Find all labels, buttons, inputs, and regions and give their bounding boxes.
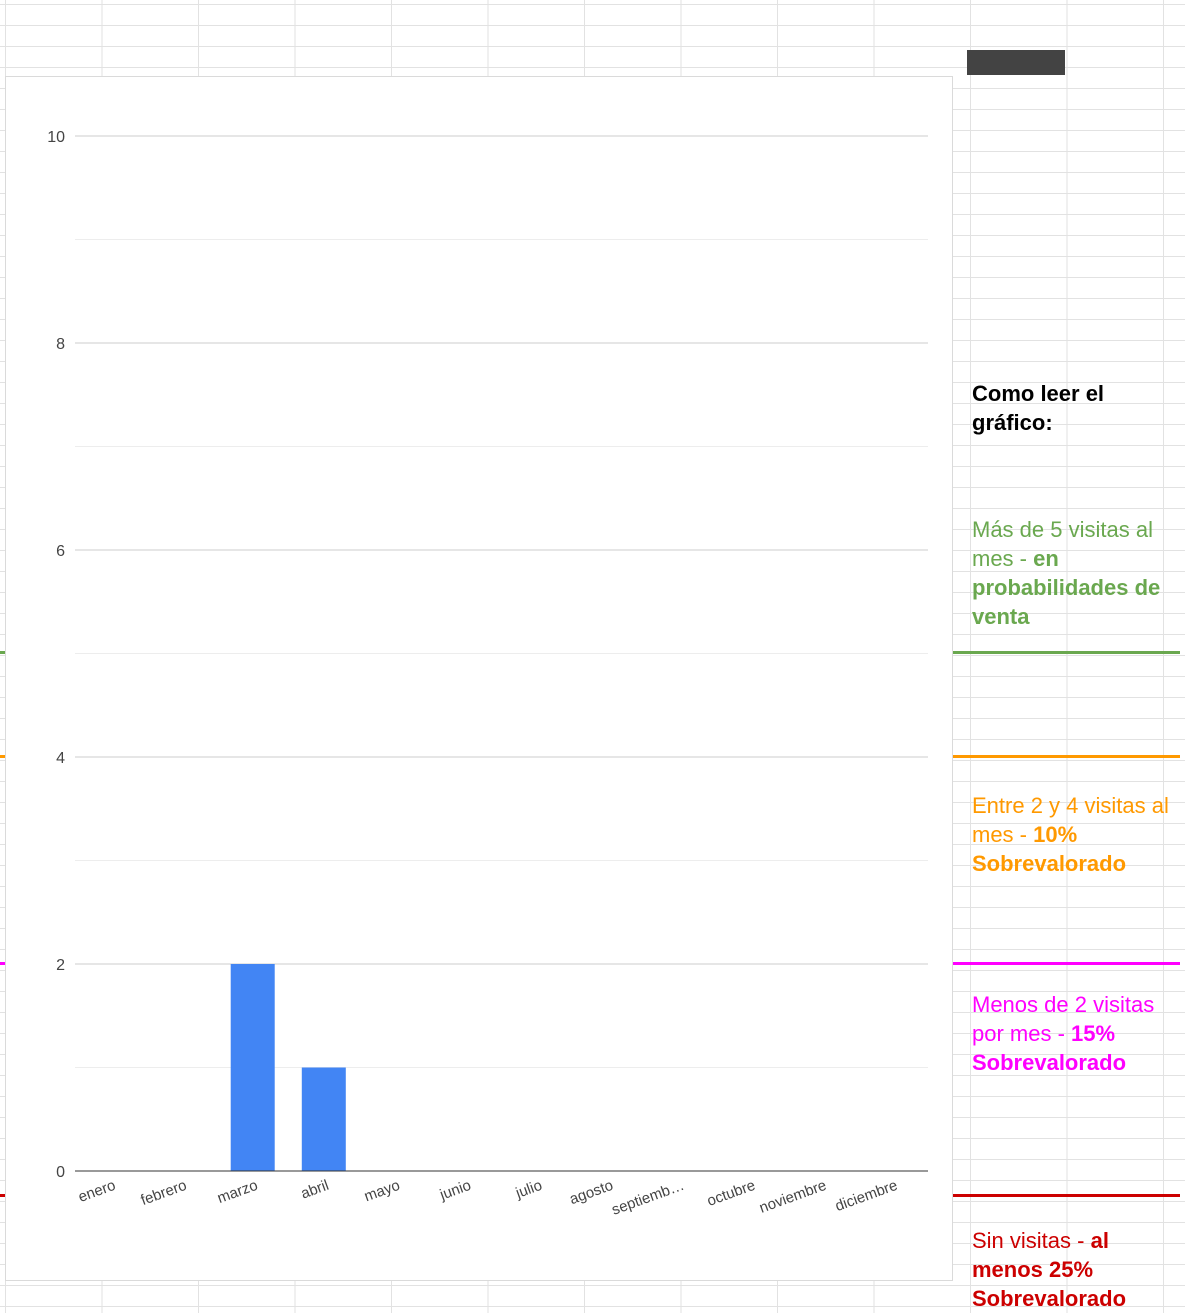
threshold-line-magenta-left: [0, 961, 5, 965]
threshold-line-orange-left: [0, 754, 5, 758]
legend-item-red-bold: al menos 25% Sobrevalorado: [972, 1228, 1127, 1311]
x-tick-label: julio: [513, 1177, 545, 1202]
threshold-line-green-left: [0, 651, 5, 654]
x-tick-label: diciembre: [833, 1177, 900, 1215]
legend-item-green-text: Más de 5 visitas al mes -: [972, 517, 1153, 571]
bar-marzo: [230, 964, 275, 1171]
threshold-line-green: [953, 651, 1180, 654]
bar-chart: 0 2 4 6 8 10 enero febrero marzo abril mayo junio ju…: [47, 129, 928, 1219]
threshold-line-orange: [953, 754, 1180, 758]
bar-abril: [301, 1067, 346, 1171]
x-tick-label: noviembre: [757, 1177, 829, 1217]
threshold-line-red: [953, 1194, 1180, 1198]
threshold-line-red-left: [0, 1194, 5, 1198]
y-tick-label: 4: [56, 750, 65, 767]
threshold-line-magenta: [953, 961, 1180, 965]
y-tick-label: 6: [56, 543, 65, 560]
header-dark-cell: [967, 50, 1065, 75]
legend-item-orange-text: Entre 2 y 4 visitas al mes -: [972, 793, 1169, 847]
legend-item-magenta: Menos de 2 visitas por mes - 15% Sobreva…: [972, 990, 1177, 1077]
x-tick-label: junio: [437, 1177, 474, 1204]
legend-item-red: Sin visitas - al menos 25% Sobrevalorado: [972, 1226, 1177, 1313]
x-tick-label: mayo: [362, 1177, 402, 1206]
legend-item-magenta-text: Menos de 2 visitas por mes -: [972, 992, 1155, 1046]
y-tick-label: 8: [56, 336, 65, 353]
legend-item-green: Más de 5 visitas al mes - en probabilida…: [972, 515, 1177, 631]
x-tick-label: febrero: [139, 1177, 189, 1209]
x-tick-label: agosto: [567, 1177, 615, 1208]
y-tick-label: 0: [56, 1164, 65, 1181]
y-tick-label: 10: [47, 129, 65, 146]
legend-item-orange: Entre 2 y 4 visitas al mes - 10% Sobreva…: [972, 791, 1177, 878]
legend-item-green-bold: en probabilidades de venta: [972, 546, 1161, 629]
legend-item-red-text: Sin visitas -: [972, 1228, 1091, 1253]
legend-heading: Como leer el gráfico:: [972, 381, 1105, 435]
x-tick-label: marzo: [215, 1177, 260, 1207]
x-tick-label: octubre: [705, 1177, 758, 1210]
y-tick-label: 2: [56, 957, 65, 974]
chart-panel: 0 2 4 6 8 10 enero febrero marzo abril mayo junio ju…: [5, 76, 953, 1281]
legend-item-magenta-bold: 15% Sobrevalorado: [972, 1021, 1127, 1075]
x-tick-label: abril: [299, 1177, 331, 1203]
legend-item-orange-bold: 10% Sobrevalorado: [972, 822, 1127, 876]
x-tick-label: enero: [76, 1177, 118, 1206]
legend-panel: Como leer el gráfico: Más de 5 visitas a…: [955, 76, 1181, 1311]
x-tick-label: septiemb…: [609, 1177, 686, 1219]
